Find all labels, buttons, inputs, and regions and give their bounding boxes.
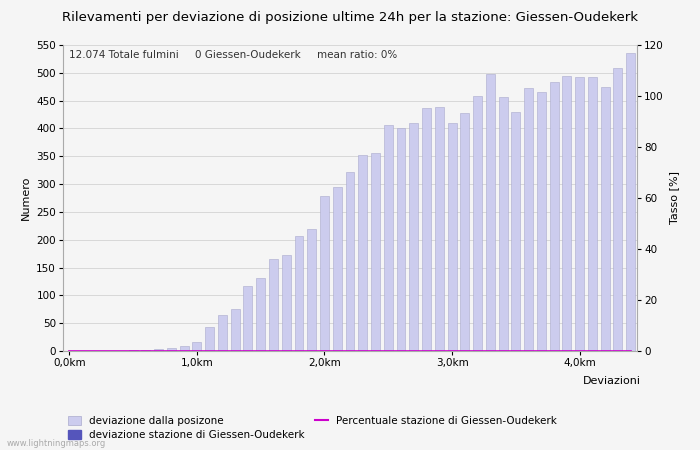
Bar xyxy=(154,349,163,351)
Bar xyxy=(269,259,278,351)
Y-axis label: Tasso [%]: Tasso [%] xyxy=(669,171,679,225)
Bar xyxy=(498,97,508,351)
Bar xyxy=(346,172,354,351)
Text: www.lightningmaps.org: www.lightningmaps.org xyxy=(7,439,106,448)
Text: Rilevamenti per deviazione di posizione ultime 24h per la stazione: Giessen-Oude: Rilevamenti per deviazione di posizione … xyxy=(62,11,638,24)
Bar xyxy=(435,107,444,351)
Bar xyxy=(473,96,482,351)
Bar xyxy=(486,75,495,351)
Bar xyxy=(384,125,393,351)
Bar xyxy=(231,309,239,351)
Bar xyxy=(180,346,188,351)
Bar xyxy=(218,315,227,351)
Bar xyxy=(613,68,622,351)
Bar xyxy=(282,255,290,351)
Bar xyxy=(397,128,405,351)
Bar xyxy=(205,327,214,351)
Legend: deviazione dalla posizone, deviazione stazione di Giessen-Oudekerk, Percentuale : deviazione dalla posizone, deviazione st… xyxy=(68,416,556,440)
Bar xyxy=(332,187,342,351)
Bar xyxy=(371,153,380,351)
Bar xyxy=(307,229,316,351)
Bar xyxy=(601,87,610,351)
Bar xyxy=(320,196,329,351)
Bar xyxy=(141,350,150,351)
Bar xyxy=(461,113,469,351)
Bar xyxy=(167,348,176,351)
Text: 12.074 Totale fulmini     0 Giessen-Oudekerk     mean ratio: 0%: 12.074 Totale fulmini 0 Giessen-Oudekerk… xyxy=(69,50,397,59)
Bar xyxy=(626,54,635,351)
Bar xyxy=(256,278,265,351)
Bar xyxy=(422,108,431,351)
Bar xyxy=(575,77,584,351)
Bar xyxy=(537,92,546,351)
Bar xyxy=(244,287,253,351)
Bar xyxy=(524,88,533,351)
Bar xyxy=(588,76,597,351)
Bar xyxy=(447,123,456,351)
Text: Deviazioni: Deviazioni xyxy=(582,376,640,386)
Bar xyxy=(410,123,418,351)
Bar xyxy=(512,112,520,351)
Y-axis label: Numero: Numero xyxy=(21,176,31,220)
Bar xyxy=(550,82,559,351)
Bar xyxy=(562,76,571,351)
Bar xyxy=(193,342,202,351)
Bar xyxy=(295,236,303,351)
Bar xyxy=(358,155,368,351)
